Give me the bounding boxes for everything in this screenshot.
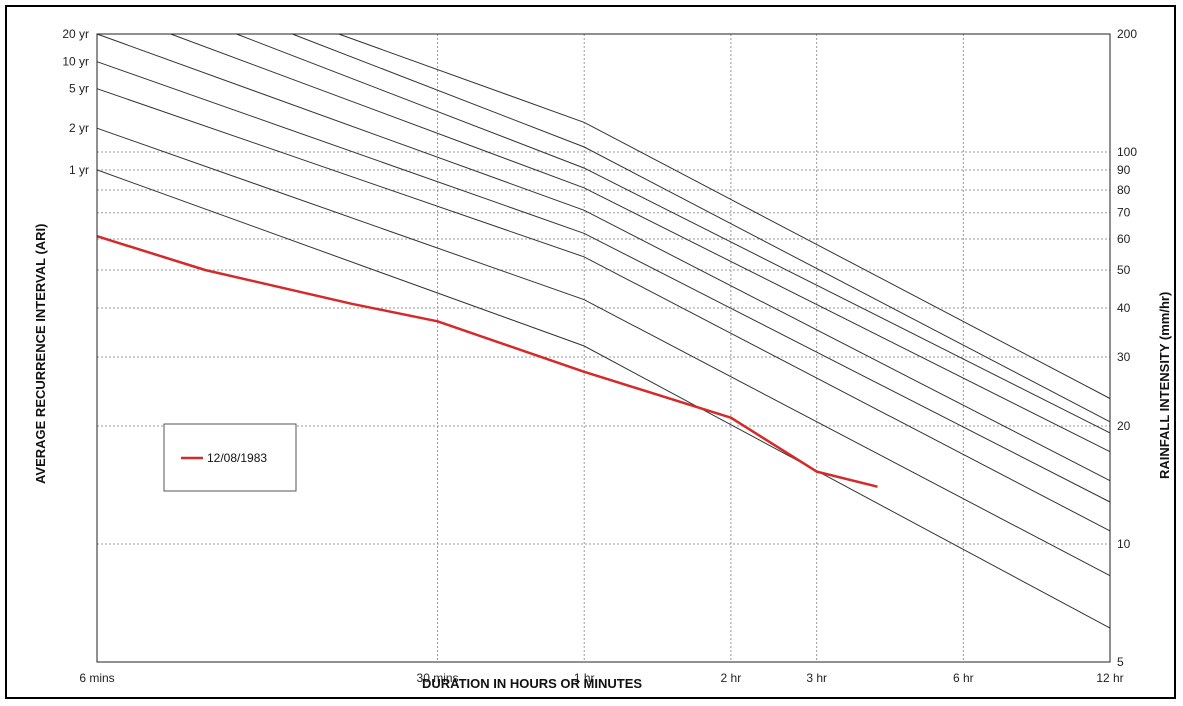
ifd-curve [96,169,1111,629]
ifd-curve [292,33,1111,423]
x-tick-label: 3 hr [806,671,827,685]
y-tick-label-right: 200 [1117,27,1137,41]
series-line [96,235,878,488]
ari-label: 1 yr [69,163,89,177]
y-tick-label-right: 70 [1117,206,1131,220]
ifd-curve [96,127,1111,577]
ifd-curve [338,33,1111,399]
y-axis-right-title: RAINFALL INTENSITY (mm/hr) [1157,292,1172,479]
x-tick-label: 6 hr [953,671,974,685]
tick-labels: 6 mins 30 mins 1 hr 2 hr 3 hr 6 hr 12 hr 200 100… [62,27,1137,685]
x-tick-label: 2 hr [721,671,742,685]
x-axis-title: DURATION IN HOURS OR MINUTES [422,676,642,691]
y-tick-label-right: 60 [1117,232,1131,246]
legend: 12/08/1983 [163,423,297,492]
axes [96,33,1111,663]
ifd-chart: 6 mins 30 mins 1 hr 2 hr 3 hr 6 hr 12 hr 200 100… [33,27,1172,691]
y-axis-left-title: AVERAGE RECURRENCE INTERVAL (ARI) [33,223,48,484]
ari-label: 2 yr [69,121,89,135]
ari-label: 5 yr [69,82,89,96]
y-tick-label-right: 30 [1117,350,1131,364]
y-tick-label-right: 50 [1117,263,1131,277]
y-tick-label-right: 80 [1117,183,1131,197]
ifd-curve [170,33,1111,453]
x-tick-label: 30 mins [417,671,459,685]
ifd-curve [96,88,1111,532]
legend-label: 12/08/1983 [207,451,267,465]
ifd-curves [96,33,1111,629]
ari-label: 20 yr [62,27,89,41]
y-tick-label-right: 20 [1117,419,1131,433]
x-tick-label: 12 hr [1096,671,1123,685]
ari-label: 10 yr [62,55,89,69]
y-tick-label-right: 100 [1117,145,1137,159]
y-tick-label-right: 5 [1117,655,1124,669]
chart-frame: 6 mins 30 mins 1 hr 2 hr 3 hr 6 hr 12 hr 200 100… [5,5,1176,699]
y-tick-label-right: 90 [1117,163,1131,177]
x-tick-label: 6 mins [79,671,114,685]
ifd-curve [96,33,1111,482]
rainfall-series [96,235,878,488]
ifd-curve [236,33,1111,434]
y-tick-label-right: 40 [1117,301,1131,315]
plot-area-border [96,33,1111,663]
x-tick-label: 1 hr [574,671,595,685]
grid-lines [96,33,1111,663]
ifd-curve [96,61,1111,503]
y-tick-label-right: 10 [1117,537,1131,551]
